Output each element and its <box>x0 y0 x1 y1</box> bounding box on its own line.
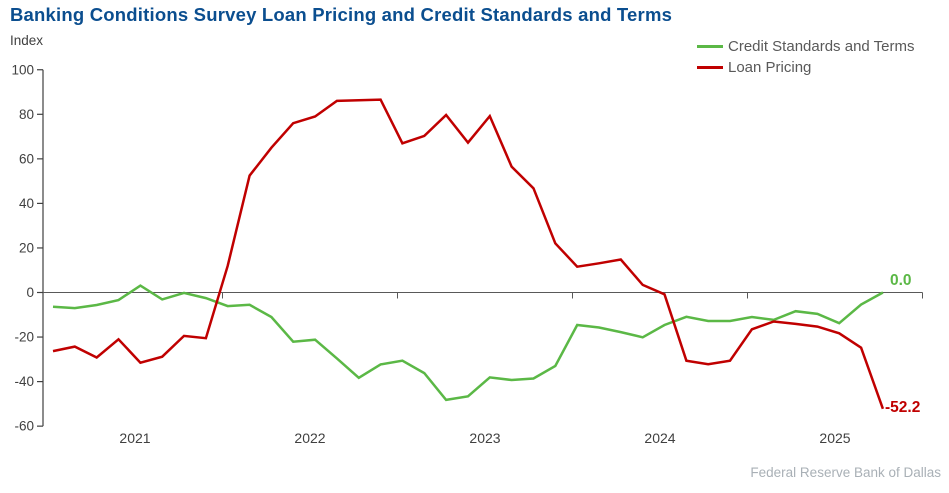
x-year-label: 2025 <box>819 430 850 446</box>
y-tick-label: 0 <box>26 285 34 300</box>
chart-title: Banking Conditions Survey Loan Pricing a… <box>10 4 673 25</box>
y-tick-label: 100 <box>11 62 34 77</box>
loan-pricing-line <box>52 98 885 410</box>
legend-item-loan-pricing: Loan Pricing <box>697 57 914 78</box>
y-tick-label: -20 <box>14 330 34 345</box>
y-tick-label: -60 <box>14 419 34 434</box>
x-year-label: 2023 <box>469 430 500 446</box>
credit-standards-end-value: 0.0 <box>890 272 912 289</box>
y-axis-unit-label: Index <box>10 33 44 48</box>
y-tick-label: 20 <box>19 240 34 255</box>
y-tick-label: 40 <box>19 196 34 211</box>
legend-label-loan-pricing: Loan Pricing <box>728 59 812 76</box>
x-year-label: 2022 <box>294 430 325 446</box>
legend-item-credit-standards: Credit Standards and Terms <box>697 36 914 57</box>
x-year-label: 2021 <box>119 430 150 446</box>
legend-swatch-red-line-icon <box>697 66 723 69</box>
legend-swatch-green-line-icon <box>697 45 723 48</box>
legend: Credit Standards and Terms Loan Pricing <box>697 36 914 78</box>
credit-standards-and-terms-line <box>52 284 884 402</box>
y-tick-label: 80 <box>19 107 34 122</box>
y-tick-label: 60 <box>19 151 34 166</box>
y-tick-label: -40 <box>14 374 34 389</box>
loan-pricing-end-value: -52.2 <box>885 399 921 416</box>
x-year-label: 2024 <box>644 430 675 446</box>
source-attribution: Federal Reserve Bank of Dallas <box>750 465 941 480</box>
legend-label-credit-standards: Credit Standards and Terms <box>728 38 915 55</box>
